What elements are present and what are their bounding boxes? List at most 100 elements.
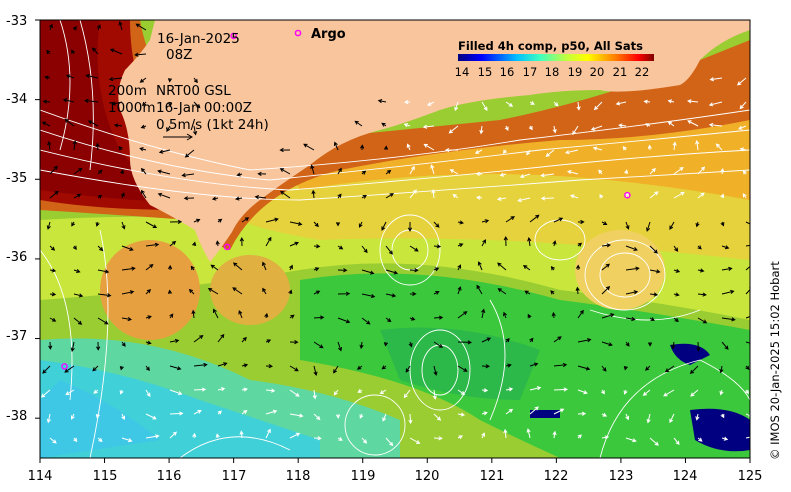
current-vector	[738, 125, 747, 130]
current-vector	[457, 412, 466, 417]
current-vector	[505, 408, 514, 415]
current-vector	[169, 431, 178, 439]
current-vector	[97, 194, 103, 199]
current-vector	[689, 365, 699, 375]
current-vector	[570, 194, 579, 199]
current-vector	[145, 289, 152, 295]
current-vector	[479, 125, 484, 135]
current-vector	[481, 411, 488, 416]
current-vector	[97, 169, 103, 175]
current-vector	[145, 242, 160, 247]
current-vector	[169, 389, 183, 396]
colorbar-label: 17	[522, 65, 538, 79]
current-vector	[91, 47, 99, 55]
current-vector	[673, 292, 680, 297]
current-vector	[193, 335, 204, 343]
current-vector	[649, 168, 656, 175]
current-vector	[241, 363, 249, 368]
current-vector	[73, 437, 78, 443]
current-vector	[145, 315, 152, 320]
current-vector	[72, 140, 77, 151]
colorbar-label: 14	[454, 65, 470, 79]
current-vector	[120, 169, 125, 175]
argo-markers	[61, 32, 631, 370]
current-vector	[95, 221, 100, 227]
current-vector	[625, 341, 630, 347]
current-vector	[721, 289, 735, 295]
current-vector	[709, 77, 723, 82]
current-vector	[673, 191, 685, 199]
current-vector	[690, 389, 699, 397]
current-vector	[481, 364, 491, 369]
current-vector	[697, 166, 706, 175]
current-vector	[385, 293, 397, 298]
current-vector	[502, 149, 507, 154]
current-vector	[217, 362, 228, 367]
current-vector	[72, 25, 77, 31]
current-vector	[109, 48, 123, 55]
current-vector	[73, 167, 83, 175]
current-vector	[85, 73, 99, 79]
current-vector	[457, 340, 472, 345]
current-vector	[385, 245, 393, 255]
current-vector	[405, 365, 411, 373]
current-vector	[49, 165, 58, 175]
current-vector	[503, 428, 508, 439]
current-vector	[288, 289, 293, 295]
current-vector	[505, 363, 512, 368]
colorbar-label: 18	[544, 65, 560, 79]
current-vector	[407, 221, 413, 232]
current-vector	[40, 389, 51, 398]
current-vector	[577, 411, 587, 416]
current-vector	[403, 389, 411, 399]
current-vector	[667, 121, 675, 127]
current-vector	[207, 288, 219, 295]
current-vector	[409, 316, 416, 321]
current-vector	[232, 262, 243, 271]
current-vector	[708, 122, 723, 128]
current-vector	[265, 217, 279, 223]
current-vector	[481, 219, 490, 224]
current-vector	[423, 143, 435, 151]
current-vector	[337, 291, 351, 296]
current-vector	[422, 124, 435, 129]
current-vector	[642, 389, 651, 396]
current-vector	[577, 242, 583, 247]
current-vector	[528, 125, 533, 131]
x-tick-label: 121	[479, 469, 505, 484]
current-vector	[62, 98, 75, 103]
current-vector	[708, 101, 723, 107]
current-vector	[313, 413, 321, 421]
current-vector	[409, 245, 419, 252]
current-vector	[592, 146, 603, 151]
current-vector	[625, 290, 639, 295]
current-contours	[40, 20, 750, 458]
current-vector	[671, 341, 676, 350]
current-vector	[193, 101, 201, 109]
current-vector	[625, 221, 630, 230]
current-vector	[719, 365, 724, 374]
current-vector	[381, 122, 387, 127]
current-vector	[134, 52, 147, 57]
current-vector	[121, 437, 133, 443]
current-vector	[505, 216, 515, 223]
current-vector	[673, 317, 679, 323]
current-vector	[576, 101, 581, 111]
current-vector	[739, 101, 747, 110]
current-vector	[745, 265, 750, 271]
current-vector	[97, 317, 109, 325]
current-vector	[140, 167, 147, 175]
current-vector	[673, 437, 680, 445]
depth-label: 200m	[108, 83, 147, 99]
current-vector	[745, 244, 750, 247]
current-vector	[403, 99, 411, 105]
current-vector	[503, 235, 508, 247]
current-vector	[601, 313, 615, 319]
current-vector	[289, 432, 301, 439]
colorbar-label: 19	[567, 65, 583, 79]
current-vector	[457, 435, 464, 440]
current-vector	[73, 268, 81, 273]
current-vector	[477, 261, 483, 271]
current-vector	[385, 317, 392, 323]
current-vector	[454, 101, 459, 112]
